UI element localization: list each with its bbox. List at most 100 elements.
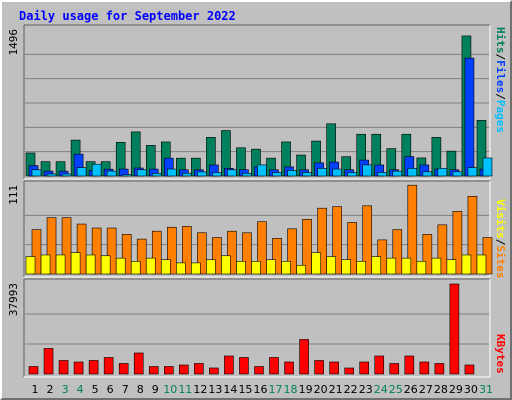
x-tick-label: 27 bbox=[419, 383, 433, 396]
bar-sites bbox=[166, 226, 177, 275]
bar-pages bbox=[287, 170, 297, 177]
bar-pages bbox=[272, 172, 282, 177]
bar-visits bbox=[85, 254, 96, 275]
bar-pages bbox=[317, 168, 327, 177]
x-tick-label: 9 bbox=[152, 383, 159, 396]
legend-files: Files bbox=[494, 60, 507, 93]
bar-kbytes bbox=[284, 361, 294, 375]
bar-pages bbox=[392, 170, 403, 177]
bar-sites bbox=[61, 217, 72, 275]
bar-visits bbox=[206, 259, 216, 275]
bar-kbytes bbox=[73, 361, 84, 375]
x-tick-label: 23 bbox=[359, 383, 373, 396]
legend-separator: / bbox=[494, 93, 507, 100]
bar-sites bbox=[151, 230, 162, 275]
bar-kbytes bbox=[389, 363, 400, 375]
bar-kbytes bbox=[299, 339, 309, 375]
x-tick-label: 1 bbox=[32, 383, 39, 396]
bar-kbytes bbox=[344, 367, 354, 375]
bar-kbytes bbox=[464, 364, 475, 375]
bar-kbytes bbox=[209, 367, 219, 375]
bar-pages bbox=[242, 172, 252, 177]
bar-pages bbox=[121, 174, 132, 177]
bar-kbytes bbox=[314, 360, 324, 375]
bar-pages bbox=[46, 173, 57, 177]
x-tick-label: 31 bbox=[479, 383, 493, 396]
bar-sites bbox=[452, 211, 463, 275]
x-tick-label: 5 bbox=[92, 383, 99, 396]
bar-pages bbox=[482, 157, 493, 177]
bar-sites bbox=[467, 196, 478, 275]
bar-visits bbox=[191, 262, 201, 275]
x-tick-label: 6 bbox=[107, 383, 114, 396]
legend-visits: Visits bbox=[494, 199, 507, 239]
bar-sites bbox=[317, 207, 327, 275]
bar-sites bbox=[106, 227, 117, 275]
bar-sites bbox=[31, 229, 42, 275]
bar-pages bbox=[166, 168, 177, 177]
x-tick-label: 8 bbox=[137, 383, 144, 396]
chart-title: Daily usage for September 2022 bbox=[19, 9, 236, 23]
bar-sites bbox=[136, 238, 147, 275]
bar-kbytes bbox=[118, 363, 129, 375]
bar-pages bbox=[76, 167, 87, 177]
x-tick-label: 13 bbox=[208, 383, 222, 396]
bar-kbytes bbox=[359, 361, 370, 375]
x-tick-label: 2 bbox=[47, 383, 54, 396]
legend: Hits/Files/Pages bbox=[494, 27, 507, 133]
bar-visits bbox=[296, 264, 306, 275]
legend-pages: Pages bbox=[494, 100, 507, 133]
bar-kbytes bbox=[419, 361, 430, 375]
x-tick-label: 15 bbox=[238, 383, 252, 396]
bar-kbytes bbox=[239, 357, 249, 375]
bar-kbytes bbox=[103, 357, 114, 375]
bar-kbytes bbox=[194, 363, 204, 375]
x-tick-label: 26 bbox=[404, 383, 418, 396]
bar-visits bbox=[145, 257, 156, 275]
bar-sites bbox=[392, 229, 403, 275]
bar-sites bbox=[121, 234, 132, 275]
bar-kbytes bbox=[329, 361, 339, 375]
bar-kbytes bbox=[163, 366, 174, 375]
bar-kbytes bbox=[269, 357, 279, 375]
bar-sites bbox=[182, 226, 192, 275]
bar-kbytes bbox=[58, 360, 69, 375]
bar-visits bbox=[461, 254, 472, 275]
bar-pages bbox=[362, 164, 373, 177]
bar-pages bbox=[377, 172, 388, 177]
bar-sites bbox=[91, 227, 102, 275]
bar-sites bbox=[227, 230, 237, 275]
bar-visits bbox=[100, 255, 111, 275]
legend-hits: Hits bbox=[494, 27, 507, 54]
bar-pages bbox=[452, 171, 463, 177]
bar-visits bbox=[341, 259, 351, 275]
bar-sites bbox=[422, 234, 433, 275]
bar-visits bbox=[431, 257, 442, 275]
bar-pages bbox=[212, 172, 222, 177]
bar-visits bbox=[160, 259, 171, 275]
bar-kbytes bbox=[254, 366, 264, 375]
bar-pages bbox=[151, 172, 162, 177]
bar-visits bbox=[236, 261, 246, 275]
bar-pages bbox=[31, 169, 42, 177]
bar-kbytes bbox=[449, 283, 460, 375]
bar-visits bbox=[326, 256, 336, 275]
x-tick-label: 29 bbox=[449, 383, 463, 396]
x-tick-label: 3 bbox=[62, 383, 69, 396]
bar-sites bbox=[332, 206, 342, 275]
x-tick-label: 4 bbox=[77, 383, 84, 396]
bar-sites bbox=[437, 224, 448, 275]
bar-visits bbox=[25, 256, 36, 275]
bar-sites bbox=[197, 232, 207, 275]
bar-visits bbox=[446, 259, 457, 275]
bar-pages bbox=[227, 169, 237, 177]
legend-kbytes: KBytes bbox=[494, 334, 507, 374]
bar-visits bbox=[371, 256, 382, 275]
bar-pages bbox=[407, 168, 418, 177]
x-tick-label: 18 bbox=[284, 383, 298, 396]
bar-visits bbox=[386, 257, 397, 275]
bar-pages bbox=[91, 163, 102, 177]
x-tick-label: 7 bbox=[122, 383, 129, 396]
legend-separator: / bbox=[494, 54, 507, 61]
